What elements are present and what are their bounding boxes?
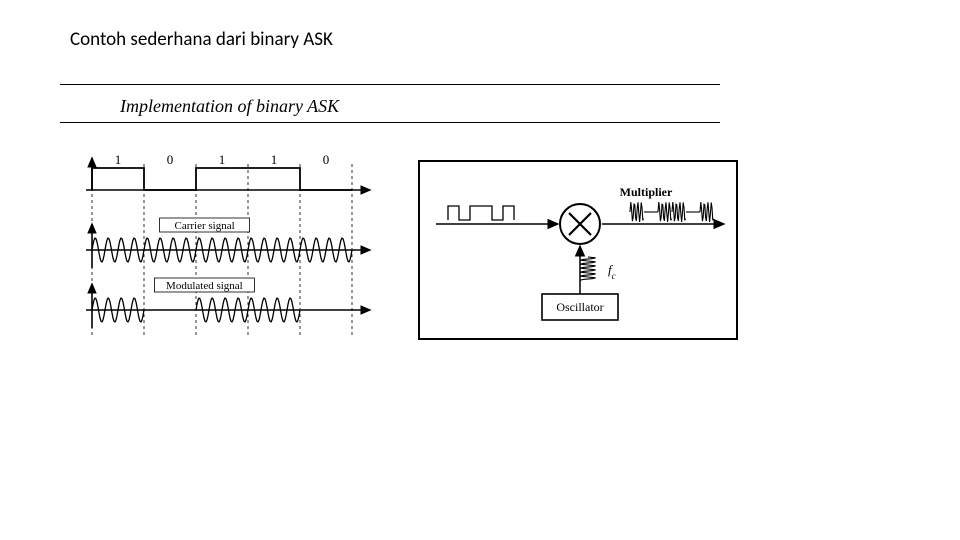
svg-text:1: 1 (115, 152, 122, 167)
page-title: Contoh sederhana dari binary ASK (70, 28, 333, 51)
divider-bottom (60, 122, 720, 123)
svg-text:1: 1 (271, 152, 278, 167)
svg-text:Modulated signal: Modulated signal (166, 280, 243, 292)
svg-text:Carrier signal: Carrier signal (175, 220, 235, 232)
divider-top (60, 84, 720, 85)
svg-text:0: 0 (323, 152, 330, 167)
svg-text:0: 0 (167, 152, 174, 167)
svg-text:1: 1 (219, 152, 226, 167)
waveform-diagram: 1 0 1 1 0 Carrier signal Modulated signal (60, 150, 390, 340)
subtitle: Implementation of binary ASK (120, 96, 339, 117)
svg-text:fc: fc (608, 262, 616, 281)
svg-text:Multiplier: Multiplier (620, 185, 673, 199)
block-diagram: Multiplier Oscillator fc (418, 160, 738, 340)
svg-text:Oscillator: Oscillator (556, 300, 603, 314)
